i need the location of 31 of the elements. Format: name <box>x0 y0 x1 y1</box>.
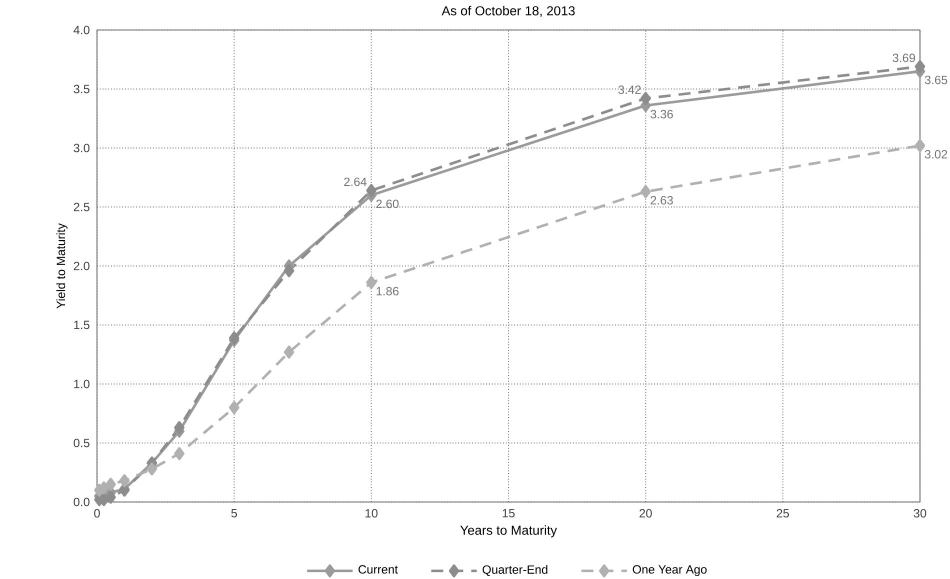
data-label: 3.65 <box>924 76 948 84</box>
x-tick-label: 10 <box>366 509 378 518</box>
data-label: 2.64 <box>344 178 367 186</box>
y-tick-label: 4.0 <box>74 26 90 34</box>
y-tick-label: 1.0 <box>74 380 90 388</box>
x-tick-label: 0 <box>94 509 100 518</box>
y-tick-label: 0.0 <box>74 498 90 506</box>
data-label: 3.02 <box>924 150 948 159</box>
y-tick-label: 0.5 <box>74 438 90 448</box>
data-label: 3.69 <box>892 54 916 62</box>
y-tick-label: 2.5 <box>74 202 90 212</box>
data-label: 3.42 <box>618 86 641 94</box>
chart-title: As of October 18, 2013 <box>442 6 575 17</box>
y-axis-title: Yield to Maturity <box>56 223 68 309</box>
data-label: 3.36 <box>650 110 673 118</box>
legend-label: Current <box>358 565 398 574</box>
legend-label: One Year Ago <box>632 565 707 576</box>
x-tick-label: 15 <box>502 509 515 518</box>
x-tick-label: 25 <box>776 509 789 518</box>
data-label: 2.63 <box>650 196 673 205</box>
x-axis-title: Years to Maturity <box>460 525 557 538</box>
x-tick-label: 20 <box>640 509 652 518</box>
data-label: 2.60 <box>376 200 399 208</box>
y-tick-label: 1.5 <box>74 320 90 330</box>
y-tick-label: 2.0 <box>74 262 90 270</box>
data-label: 1.86 <box>376 286 399 296</box>
x-tick-label: 5 <box>231 509 238 518</box>
legend-label: Quarter-End <box>482 565 548 576</box>
y-tick-label: 3.5 <box>74 84 90 94</box>
x-tick-label: 30 <box>914 509 926 518</box>
y-tick-label: 3.0 <box>74 144 90 152</box>
